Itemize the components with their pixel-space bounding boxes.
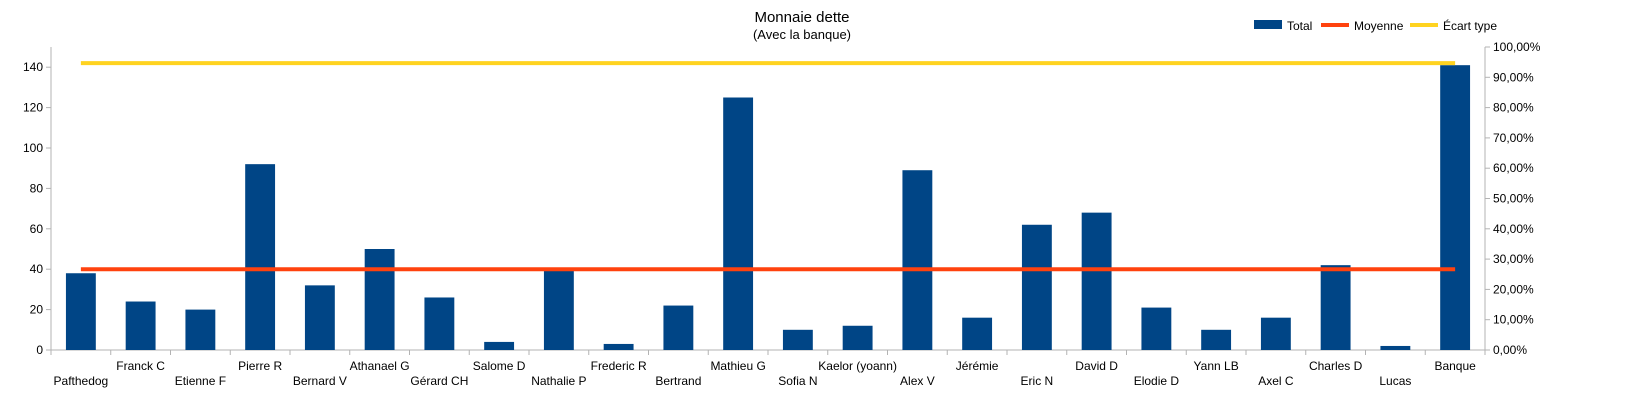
bar bbox=[1201, 329, 1232, 350]
bar bbox=[1021, 224, 1052, 350]
x-tick-label: Banque bbox=[1434, 359, 1476, 373]
bar bbox=[1141, 307, 1172, 350]
x-tick-label: Yann LB bbox=[1194, 359, 1239, 373]
x-tick-label: Bertrand bbox=[655, 374, 701, 388]
y2-tick-label: 20,00% bbox=[1493, 282, 1534, 296]
bar bbox=[902, 170, 933, 350]
bar bbox=[1320, 265, 1351, 350]
x-tick-label: Mathieu G bbox=[710, 359, 765, 373]
x-tick-label: Charles D bbox=[1309, 359, 1363, 373]
bar bbox=[1440, 65, 1471, 351]
y-tick-label: 60 bbox=[30, 222, 44, 236]
y2-tick-label: 50,00% bbox=[1493, 192, 1534, 206]
bar bbox=[663, 305, 694, 350]
x-tick-label: Franck C bbox=[116, 359, 165, 373]
x-tick-label: Etienne F bbox=[175, 374, 226, 388]
chart-subtitle: (Avec la banque) bbox=[753, 27, 851, 42]
x-tick-label: Axel C bbox=[1258, 374, 1294, 388]
x-tick-label: Lucas bbox=[1379, 374, 1411, 388]
x-tick-label: Pafthedog bbox=[54, 374, 109, 388]
bar bbox=[962, 317, 993, 350]
y-tick-label: 20 bbox=[30, 303, 44, 317]
x-tick-label: Bernard V bbox=[293, 374, 347, 388]
x-tick-label: Frederic R bbox=[591, 359, 647, 373]
bar bbox=[723, 97, 754, 350]
x-tick-label: Salome D bbox=[473, 359, 526, 373]
y2-tick-label: 40,00% bbox=[1493, 222, 1534, 236]
bar bbox=[603, 343, 634, 350]
bar bbox=[185, 309, 216, 350]
bar bbox=[245, 164, 276, 350]
x-tick-label: Sofia N bbox=[778, 374, 817, 388]
y-tick-label: 120 bbox=[23, 101, 43, 115]
x-tick-label: Alex V bbox=[900, 374, 935, 388]
x-tick-label: Kaelor (yoann) bbox=[818, 359, 897, 373]
y2-tick-label: 90,00% bbox=[1493, 70, 1534, 84]
y-tick-label: 0 bbox=[36, 343, 43, 357]
y2-tick-label: 70,00% bbox=[1493, 131, 1534, 145]
x-tick-label: Eric N bbox=[1021, 374, 1054, 388]
x-tick-label: Pierre R bbox=[238, 359, 282, 373]
y2-tick-label: 0,00% bbox=[1493, 343, 1527, 357]
x-tick-label: Athanael G bbox=[350, 359, 410, 373]
bar bbox=[364, 249, 395, 350]
y2-tick-label: 100,00% bbox=[1493, 40, 1541, 54]
chart-title: Monnaie dette bbox=[754, 9, 849, 26]
bar bbox=[842, 325, 873, 350]
plot-area: 0 20 40 60 80 100 120 140 0,00% 10,00% 20,00% 30,00… bbox=[23, 40, 1541, 388]
bar bbox=[543, 269, 574, 350]
bar bbox=[1380, 345, 1411, 350]
x-tick-label: Nathalie P bbox=[531, 374, 586, 388]
legend: Total Moyenne Écart type bbox=[1254, 18, 1497, 33]
y2-tick-label: 60,00% bbox=[1493, 161, 1534, 175]
legend-label: Total bbox=[1287, 19, 1312, 33]
x-tick-label: Elodie D bbox=[1134, 374, 1180, 388]
bar bbox=[1260, 317, 1291, 350]
y-tick-label: 140 bbox=[23, 60, 43, 74]
y-tick-label: 80 bbox=[30, 181, 44, 195]
bar bbox=[125, 301, 156, 350]
legend-swatch-bar bbox=[1254, 20, 1282, 29]
bar bbox=[304, 285, 335, 350]
y2-tick-label: 30,00% bbox=[1493, 252, 1534, 266]
bar bbox=[424, 297, 455, 350]
bar bbox=[484, 341, 515, 350]
x-tick-label: Jérémie bbox=[956, 359, 999, 373]
legend-label: Écart type bbox=[1443, 18, 1497, 33]
bar bbox=[782, 329, 813, 350]
legend-label: Moyenne bbox=[1354, 19, 1404, 33]
x-tick-label: David D bbox=[1075, 359, 1118, 373]
x-tick-label: Gérard CH bbox=[410, 374, 468, 388]
y2-tick-label: 80,00% bbox=[1493, 101, 1534, 115]
bar bbox=[65, 273, 96, 350]
y2-tick-label: 10,00% bbox=[1493, 313, 1534, 327]
bar bbox=[1081, 212, 1112, 350]
y-tick-label: 100 bbox=[23, 141, 43, 155]
y-tick-label: 40 bbox=[30, 262, 44, 276]
